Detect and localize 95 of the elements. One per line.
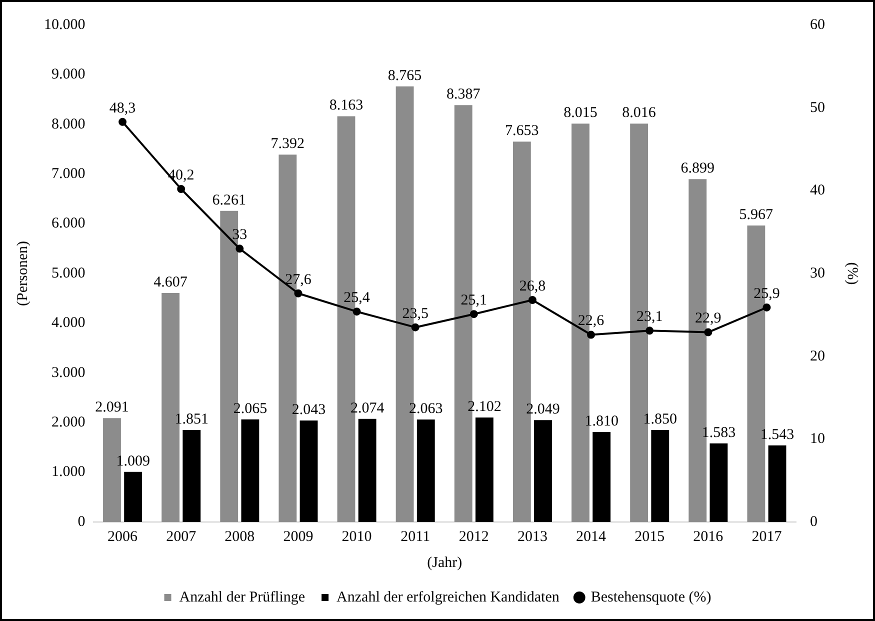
data-label: 1.851 [174, 411, 209, 428]
x-tick-label: 2013 [517, 528, 548, 545]
data-label: 27,6 [285, 272, 312, 288]
x-tick-label: 2016 [693, 528, 724, 545]
point [470, 310, 478, 318]
data-label: 8.163 [329, 98, 364, 114]
data-label: 25,1 [460, 292, 488, 309]
data-label: 1.543 [760, 426, 794, 443]
y2-tick-label: 10 [810, 431, 825, 448]
data-label: 2.049 [526, 402, 560, 418]
data-label: 23,5 [402, 306, 428, 322]
bar [241, 419, 260, 522]
y-tick-label: 6.000 [52, 216, 86, 232]
legend-label: Anzahl der Prüflinge [179, 589, 306, 606]
y2-tick-label: 60 [810, 16, 825, 33]
point [704, 328, 712, 336]
data-label: 1.810 [584, 413, 618, 430]
data-label: 4.607 [154, 274, 188, 290]
x-tick-label: 2009 [283, 528, 314, 545]
bar [358, 418, 376, 522]
data-label: 1.583 [702, 424, 736, 441]
point [352, 308, 361, 316]
point [294, 289, 302, 298]
x-tick-label: 2014 [576, 528, 607, 545]
y2-tick-label: 20 [810, 348, 825, 364]
data-label: 48,3 [109, 100, 136, 116]
y2-axis-title: (%) [844, 262, 860, 285]
x-tick-label: 2012 [458, 528, 489, 545]
data-label: 8.016 [622, 105, 656, 122]
data-label: 2.043 [292, 402, 326, 418]
y-tick-label: 2.000 [52, 414, 86, 431]
y-tick-label: 5.000 [52, 265, 86, 282]
bar [710, 443, 728, 522]
data-label: 6.899 [680, 160, 714, 177]
data-label: 26,8 [519, 278, 546, 294]
point [411, 323, 420, 332]
point [528, 296, 536, 304]
bar [416, 419, 435, 522]
y-tick-label: 8.000 [52, 116, 86, 132]
bar [475, 418, 494, 522]
data-label: 22,6 [578, 313, 605, 330]
x-tick-label: 2008 [224, 528, 255, 545]
bar [768, 445, 786, 522]
x-tick-label: 2010 [342, 528, 372, 545]
y-tick-label: 4.000 [52, 315, 86, 332]
y2-tick-label: 0 [810, 514, 818, 530]
y-tick-label: 9.000 [52, 66, 86, 83]
x-tick-label: 2017 [752, 528, 782, 545]
y-tick-label: 1.000 [52, 464, 86, 480]
data-label: 2.063 [409, 400, 443, 417]
bar [182, 430, 201, 522]
point [646, 326, 654, 335]
data-label: 2.065 [233, 400, 268, 417]
data-label: 8.015 [564, 105, 598, 122]
x-tick-label: 2015 [634, 528, 665, 545]
y-axis-title: (Personen) [14, 241, 31, 306]
data-label: 33 [232, 227, 248, 244]
legend-label: Bestehensquote (%) [590, 589, 712, 606]
data-label: 25,9 [754, 286, 780, 302]
data-label: 7.392 [270, 136, 305, 152]
y-tick-label: 7.000 [52, 166, 86, 182]
point [177, 185, 186, 194]
legend-label: Anzahl der erfolgreichen Kandidaten [336, 589, 560, 606]
y2-tick-label: 50 [810, 100, 825, 116]
point [587, 330, 596, 339]
data-label: 5.967 [739, 206, 774, 223]
y2-tick-label: 30 [810, 265, 825, 282]
y-tick-label: 0 [78, 514, 86, 530]
point [762, 303, 771, 312]
bar [300, 420, 318, 522]
data-label: 2.102 [468, 398, 502, 415]
bar [124, 472, 142, 522]
x-tick-label: 2006 [108, 528, 138, 545]
y-tick-label: 10.000 [44, 16, 86, 33]
x-axis-title: (Jahr) [427, 554, 462, 571]
data-label: 8.387 [446, 86, 481, 103]
y-tick-label: 3.000 [52, 364, 86, 381]
bar [592, 432, 611, 522]
y2-tick-label: 40 [810, 182, 825, 199]
data-label: 1.009 [116, 453, 150, 470]
data-label: 6.261 [212, 192, 246, 208]
data-label: 22,9 [695, 310, 722, 327]
data-label: 8.765 [388, 68, 422, 84]
bar [651, 430, 670, 522]
data-label: 2.074 [350, 400, 385, 416]
point [118, 118, 127, 126]
data-label: 25,4 [344, 290, 370, 306]
x-tick-label: 2007 [166, 528, 197, 545]
point [236, 244, 244, 253]
data-label: 2.091 [95, 400, 129, 416]
data-label: 7.653 [505, 123, 539, 140]
data-label: 1.850 [643, 411, 678, 428]
bar [534, 420, 552, 522]
x-tick-label: 2011 [400, 528, 430, 545]
data-label: 23,1 [636, 309, 663, 326]
